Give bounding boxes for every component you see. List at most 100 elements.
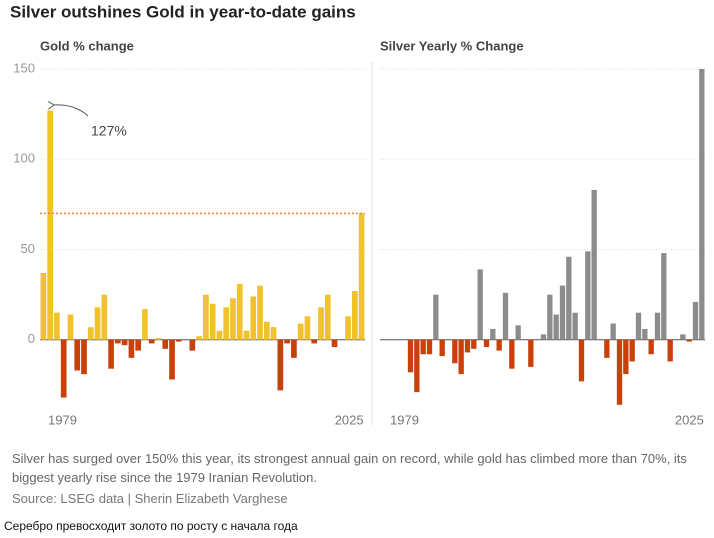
annotation: 127% [91, 123, 127, 139]
bar [47, 110, 53, 340]
y-tick-label: 0 [28, 331, 35, 346]
bar [189, 339, 196, 351]
bar [101, 294, 108, 340]
bar [426, 339, 433, 355]
bar [94, 307, 101, 340]
bar [496, 339, 502, 351]
bar [623, 339, 629, 375]
bar [439, 339, 445, 357]
bar [540, 334, 547, 340]
bar [414, 339, 420, 393]
y-tick-label: 150 [13, 60, 35, 75]
bar [121, 339, 128, 346]
bar [559, 285, 566, 340]
bar [162, 339, 169, 349]
bar [345, 316, 351, 340]
bar [629, 339, 635, 362]
bar [661, 253, 667, 340]
bar [686, 339, 692, 342]
bar [155, 337, 162, 340]
bar [610, 323, 616, 340]
footer: Серебро превосходит золото по росту с на… [4, 519, 298, 533]
bar [135, 339, 142, 351]
bar [54, 312, 60, 340]
bar [216, 330, 223, 340]
bar [352, 291, 358, 340]
bar [270, 327, 277, 340]
bar [60, 339, 67, 398]
bar [115, 339, 121, 344]
x-tick-label: 1979 [48, 412, 77, 427]
bar [230, 298, 236, 340]
bar [257, 285, 263, 340]
bar [578, 339, 585, 382]
panel-title: Gold % change [40, 38, 134, 53]
bar [223, 307, 230, 340]
bar [648, 339, 654, 355]
bar [547, 294, 553, 340]
bar [483, 339, 490, 348]
x-tick-label: 2025 [675, 412, 704, 427]
bar [515, 325, 521, 340]
bar [699, 69, 705, 340]
bar [528, 339, 534, 367]
bar [464, 339, 471, 353]
bar [243, 330, 250, 340]
annotation-arrow [54, 105, 89, 117]
bar [81, 339, 87, 375]
note: Silver has surged over 150% this year, i… [12, 451, 687, 485]
bar [263, 321, 270, 340]
bar [284, 339, 290, 344]
bar [142, 309, 148, 340]
bar [311, 339, 318, 344]
bar [585, 251, 591, 340]
y-tick-label: 100 [13, 151, 35, 166]
chart: Silver outshines Gold in year-to-date ga… [10, 2, 705, 427]
bar [566, 256, 572, 340]
bar [304, 316, 311, 340]
bar [680, 334, 686, 340]
bar [667, 339, 673, 362]
bar [277, 339, 284, 391]
bar [318, 307, 324, 340]
bar [40, 272, 47, 340]
bar [635, 312, 642, 340]
bar [692, 301, 699, 340]
bar [196, 336, 202, 340]
bar [324, 294, 331, 340]
bar [433, 294, 439, 340]
bar [407, 339, 414, 373]
bar [175, 339, 182, 342]
bar [509, 339, 515, 369]
bar [358, 213, 365, 340]
bar [502, 292, 509, 340]
bar [74, 339, 81, 371]
bar [452, 339, 458, 364]
bar [331, 339, 338, 348]
bar [477, 269, 483, 340]
bar [471, 339, 477, 349]
bar [553, 314, 559, 340]
bar [490, 328, 496, 340]
y-tick-label: 50 [21, 241, 35, 256]
x-tick-label: 2025 [335, 412, 364, 427]
bar [297, 323, 304, 340]
bar [291, 339, 297, 358]
panel-title: Silver Yearly % Change [380, 38, 524, 53]
bar [67, 314, 74, 340]
bar [108, 339, 114, 369]
bar [591, 189, 597, 340]
bar [458, 339, 464, 375]
bar [128, 339, 135, 358]
bar [169, 339, 175, 380]
bar [616, 339, 623, 405]
source: Source: LSEG data | Sherin Elizabeth Var… [12, 491, 288, 506]
bar [654, 312, 661, 340]
bar [604, 339, 610, 358]
bar [642, 328, 648, 340]
bar [236, 283, 243, 340]
bar [209, 303, 216, 340]
bar [250, 296, 257, 340]
bar [148, 339, 155, 344]
